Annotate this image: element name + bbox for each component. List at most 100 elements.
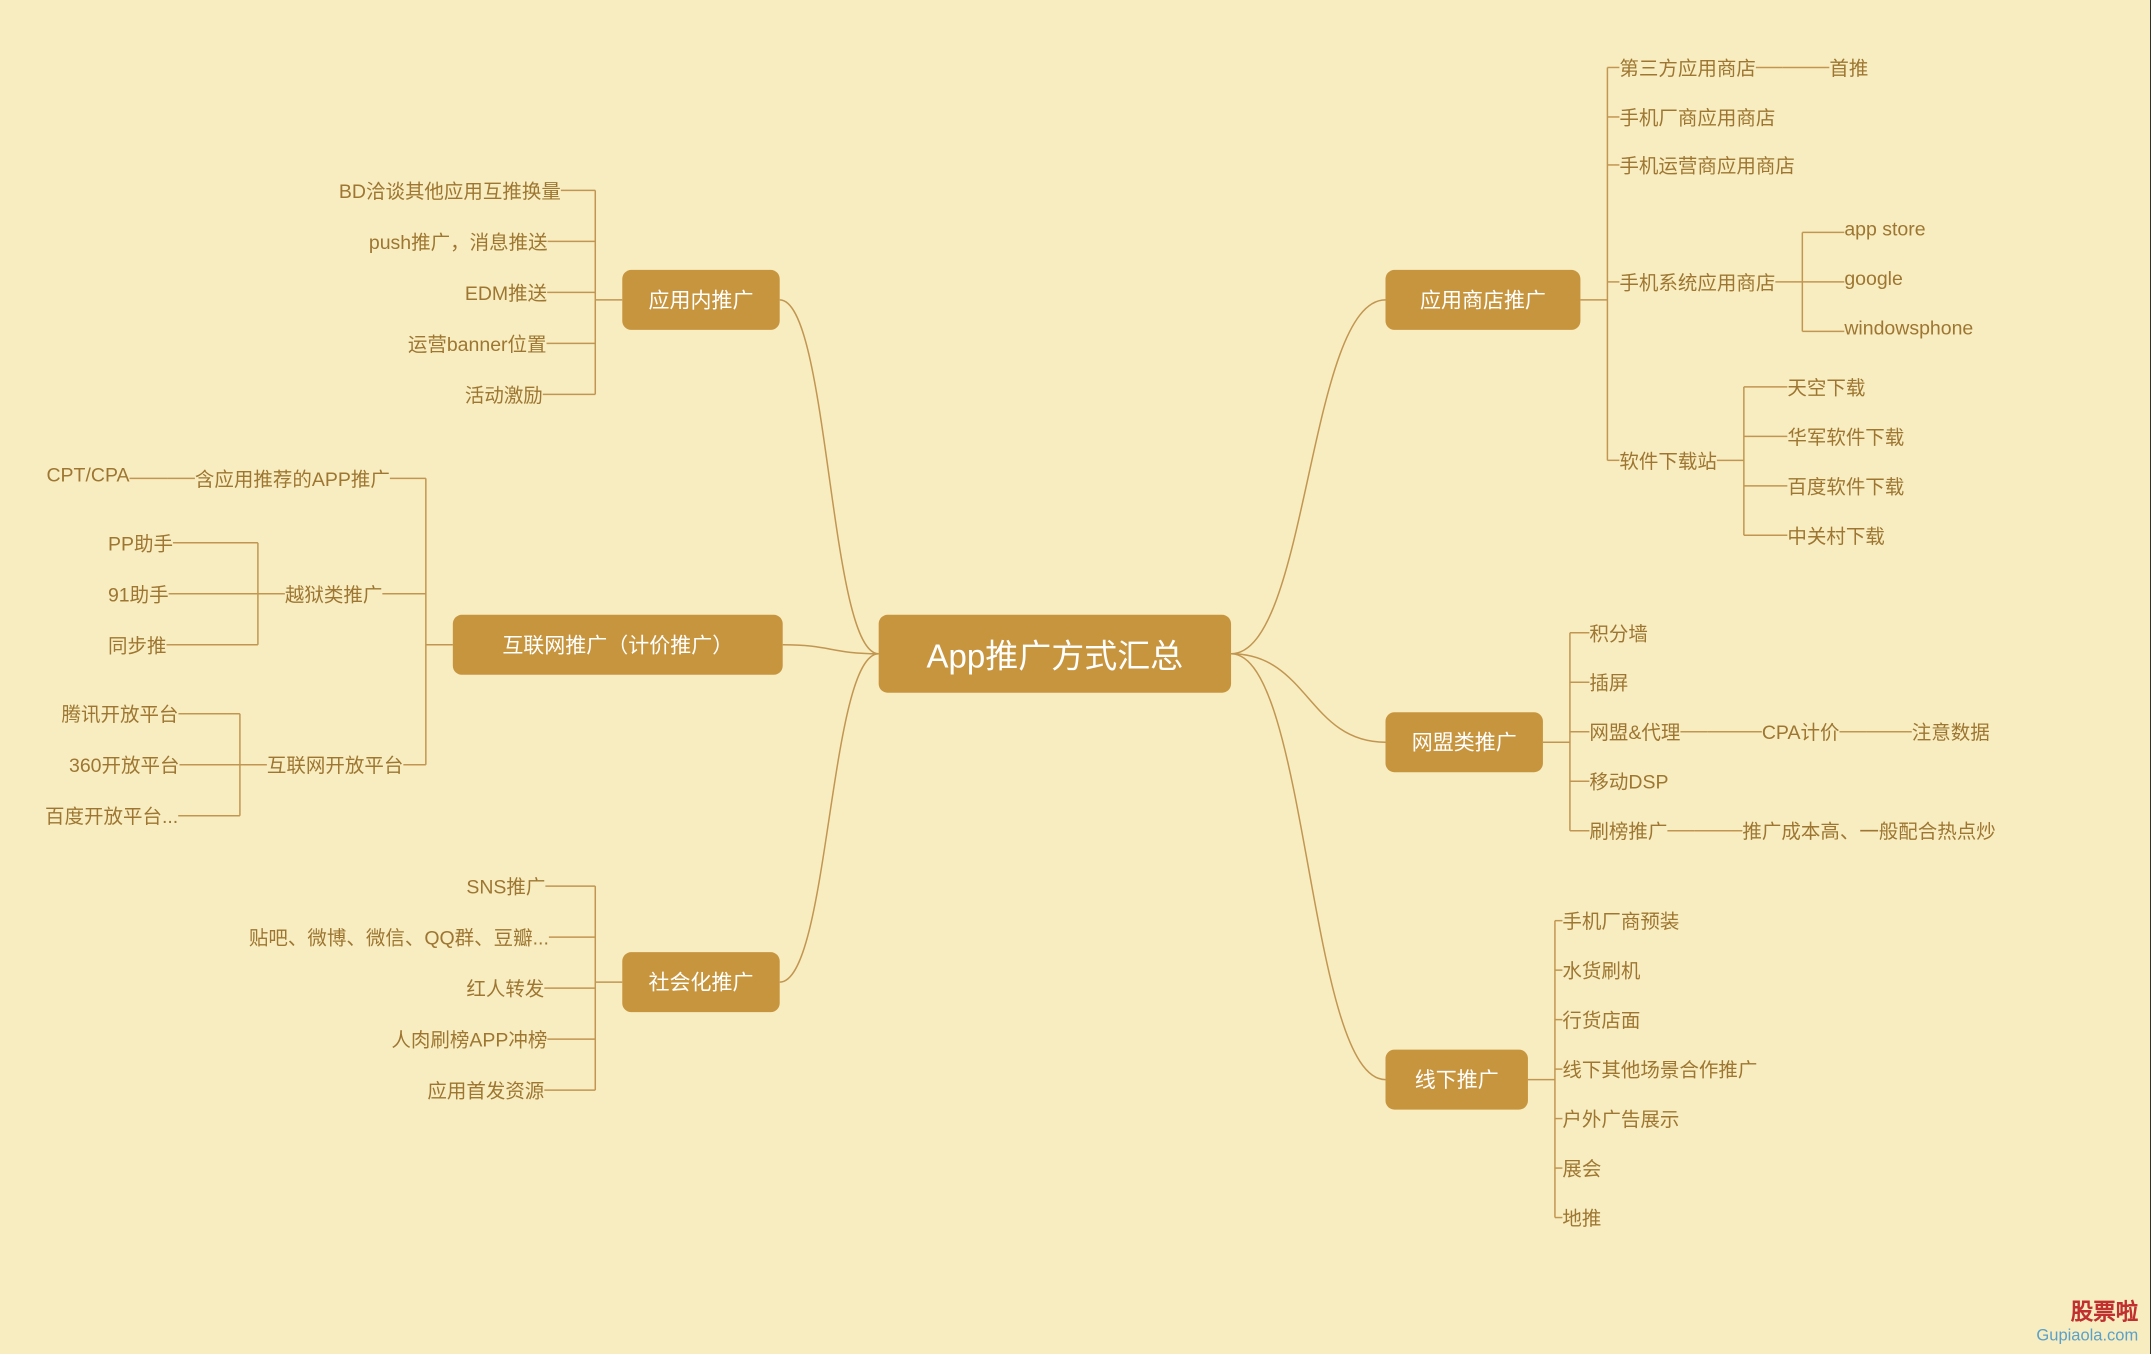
- leaf-l2: push推广，消息推送: [369, 226, 548, 254]
- leaf-label: 户外广告展示: [1563, 1108, 1680, 1130]
- leaf-s5: 应用首发资源: [428, 1075, 545, 1103]
- leaf-label: 中关村下载: [1788, 525, 1885, 547]
- leaf-u1: 积分墙: [1590, 618, 1649, 646]
- leaf-label: 人肉刷榜APP冲榜: [392, 1029, 548, 1051]
- leaf-u3: 网盟&代理: [1590, 717, 1681, 745]
- leaf-i3a: 腾讯开放平台: [62, 699, 179, 727]
- branch-label: 应用商店推广: [1420, 285, 1546, 315]
- branch-b_internet: 互联网推广（计价推广）: [453, 615, 783, 675]
- leaf-label: EDM推送: [465, 282, 547, 304]
- leaf-i2c: 同步推: [108, 630, 167, 658]
- leaf-u5: 刷榜推广: [1590, 816, 1668, 844]
- leaf-s4: 人肉刷榜APP冲榜: [392, 1024, 548, 1052]
- leaf-label: 贴吧、微博、微信、QQ群、豆瓣...: [249, 927, 549, 949]
- leaf-a5a: 天空下载: [1788, 372, 1866, 400]
- branch-label: 互联网推广（计价推广）: [503, 630, 734, 660]
- leaf-label: google: [1845, 267, 1904, 289]
- leaf-label: SNS推广: [467, 876, 546, 898]
- branch-label: 线下推广: [1415, 1065, 1499, 1095]
- leaf-label: 含应用推荐的APP推广: [195, 468, 390, 490]
- leaf-label: windowsphone: [1845, 316, 1974, 338]
- leaf-l5: 活动激励: [465, 379, 543, 407]
- leaf-label: 手机厂商预装: [1563, 910, 1680, 932]
- leaf-label: 推广成本高、一般配合热点炒: [1743, 820, 1996, 842]
- leaf-label: 91助手: [108, 583, 169, 605]
- root-label: App推广方式汇总: [927, 630, 1184, 678]
- leaf-label: 手机系统应用商店: [1620, 271, 1776, 293]
- leaf-label: 线下其他场景合作推广: [1563, 1059, 1758, 1081]
- branch-b_union: 网盟类推广: [1386, 712, 1543, 772]
- leaf-label: 活动激励: [465, 384, 543, 406]
- leaf-label: 第三方应用商店: [1620, 57, 1756, 79]
- leaf-label: 同步推: [108, 634, 167, 656]
- leaf-label: 应用首发资源: [428, 1080, 545, 1102]
- leaf-label: 地推: [1563, 1207, 1602, 1229]
- leaf-o2: 水货刷机: [1563, 955, 1641, 983]
- leaf-u4: 移动DSP: [1590, 766, 1669, 794]
- leaf-label: 手机运营商应用商店: [1620, 154, 1795, 176]
- leaf-label: 百度开放平台...: [45, 805, 178, 827]
- leaf-i3c: 百度开放平台...: [45, 801, 178, 829]
- leaf-a4c: windowsphone: [1845, 316, 1974, 338]
- branch-b_store: 应用商店推广: [1386, 270, 1581, 330]
- watermark-line2: Gupiaola.com: [2037, 1327, 2139, 1345]
- leaf-o7: 地推: [1563, 1203, 1602, 1231]
- leaf-a4a: app store: [1845, 217, 1926, 239]
- leaf-s2: 贴吧、微博、微信、QQ群、豆瓣...: [249, 922, 549, 950]
- leaf-u5a: 推广成本高、一般配合热点炒: [1743, 816, 1996, 844]
- leaf-s3: 红人转发: [467, 973, 545, 1001]
- leaf-s1: SNS推广: [467, 871, 546, 899]
- watermark-line1: 股票啦: [2037, 1302, 2139, 1327]
- watermark: 股票啦Gupiaola.com: [2037, 1302, 2139, 1345]
- leaf-o6: 展会: [1563, 1153, 1602, 1181]
- leaf-o5: 户外广告展示: [1563, 1104, 1680, 1132]
- leaf-a4b: google: [1845, 267, 1904, 289]
- leaf-label: CPA计价: [1762, 721, 1840, 743]
- leaf-a5d: 中关村下载: [1788, 520, 1885, 548]
- leaf-i1a: CPT/CPA: [47, 463, 130, 485]
- leaf-label: PP助手: [108, 532, 173, 554]
- leaf-label: 互联网开放平台: [267, 754, 403, 776]
- leaf-label: 腾讯开放平台: [62, 703, 179, 725]
- leaf-label: 红人转发: [467, 978, 545, 1000]
- branch-b_social: 社会化推广: [623, 952, 780, 1012]
- leaf-a1: 第三方应用商店: [1620, 52, 1756, 80]
- leaf-label: 刷榜推广: [1590, 820, 1668, 842]
- leaf-label: 积分墙: [1590, 622, 1649, 644]
- leaf-a5c: 百度软件下载: [1788, 471, 1905, 499]
- leaf-i2b: 91助手: [108, 579, 169, 607]
- leaf-label: 网盟&代理: [1590, 721, 1681, 743]
- root-node: App推广方式汇总: [879, 615, 1231, 693]
- leaf-a5: 软件下载站: [1620, 445, 1717, 473]
- leaf-label: 行货店面: [1563, 1009, 1641, 1031]
- leaf-u3aa: 注意数据: [1912, 717, 1990, 745]
- leaf-label: 首推: [1830, 57, 1869, 79]
- leaf-i2: 越狱类推广: [285, 579, 382, 607]
- leaf-u3a: CPA计价: [1762, 717, 1840, 745]
- leaf-i2a: PP助手: [108, 528, 173, 556]
- leaf-label: 插屏: [1590, 672, 1629, 694]
- leaf-label: 软件下载站: [1620, 450, 1717, 472]
- leaf-l4: 运营banner位置: [408, 328, 547, 356]
- leaf-label: 360开放平台: [69, 754, 180, 776]
- leaf-label: push推广，消息推送: [369, 231, 548, 253]
- leaf-i3: 互联网开放平台: [267, 750, 403, 778]
- leaf-label: 手机厂商应用商店: [1620, 106, 1776, 128]
- leaf-a2: 手机厂商应用商店: [1620, 102, 1776, 130]
- branch-label: 网盟类推广: [1412, 727, 1517, 757]
- leaf-l1: BD洽谈其他应用互推换量: [339, 175, 561, 203]
- leaf-label: app store: [1845, 217, 1926, 239]
- leaf-label: 华军软件下载: [1788, 426, 1905, 448]
- branch-label: 社会化推广: [649, 967, 754, 997]
- leaf-label: CPT/CPA: [47, 463, 130, 485]
- leaf-o4: 线下其他场景合作推广: [1563, 1054, 1758, 1082]
- leaf-u2: 插屏: [1590, 667, 1629, 695]
- branch-b_offline: 线下推广: [1386, 1050, 1528, 1110]
- leaf-label: 展会: [1563, 1158, 1602, 1180]
- leaf-a1a: 首推: [1830, 52, 1869, 80]
- leaf-o3: 行货店面: [1563, 1005, 1641, 1033]
- leaf-label: 天空下载: [1788, 376, 1866, 398]
- leaf-o1: 手机厂商预装: [1563, 906, 1680, 934]
- leaf-label: 移动DSP: [1590, 771, 1669, 793]
- leaf-i3b: 360开放平台: [69, 750, 180, 778]
